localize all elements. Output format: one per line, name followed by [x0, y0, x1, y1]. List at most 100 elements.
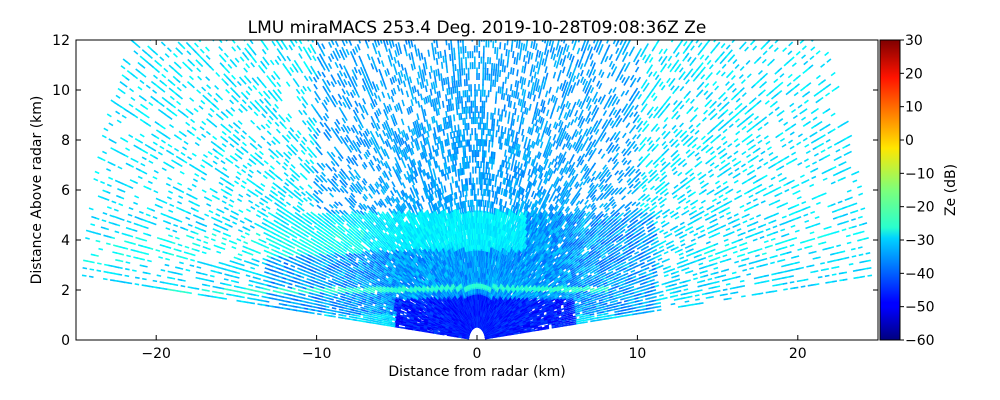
echo-gate	[734, 260, 740, 264]
echo-gate	[576, 72, 580, 80]
echo-gate	[693, 277, 698, 281]
echo-gate	[552, 134, 557, 141]
echo-gate	[710, 248, 716, 252]
echo-gate	[556, 305, 562, 309]
echo-gate	[738, 74, 744, 79]
echo-gate	[820, 63, 826, 68]
echo-gate	[778, 132, 784, 137]
echo-gate	[554, 296, 560, 300]
echo-gate	[640, 171, 646, 177]
echo-gate	[652, 95, 658, 102]
echo-gate	[737, 194, 743, 199]
echo-gate	[582, 204, 588, 211]
echo-gate	[672, 194, 678, 199]
echo-gate	[692, 114, 698, 120]
echo-gate	[780, 258, 786, 262]
echo-gate	[655, 126, 661, 133]
echo-gate	[814, 283, 820, 286]
echo-gate	[775, 199, 781, 203]
echo-gate	[547, 161, 552, 169]
echo-gate	[568, 84, 573, 92]
echo-gate	[722, 128, 728, 134]
echo-gate	[548, 301, 554, 305]
echo-gate	[630, 269, 636, 273]
echo-gate	[723, 109, 729, 114]
echo-gate	[585, 96, 591, 103]
echo-gate	[636, 171, 642, 177]
echo-gate	[752, 238, 758, 242]
echo-gate	[643, 178, 649, 184]
echo-gate	[618, 233, 624, 239]
echo-gate	[649, 185, 655, 191]
echo-gate	[827, 145, 833, 150]
echo-gate	[698, 62, 704, 68]
echo-gate	[585, 286, 591, 291]
echo-gate	[600, 71, 605, 78]
echo-gate	[621, 157, 627, 163]
echo-gate	[688, 135, 694, 141]
echo-gate	[834, 230, 840, 234]
echo-gate	[642, 136, 648, 143]
echo-gate	[617, 301, 622, 305]
echo-gate	[703, 109, 709, 115]
echo-gate	[685, 97, 691, 104]
echo-gate	[573, 173, 579, 180]
echo-gate	[586, 69, 590, 76]
echo-gate	[748, 164, 754, 169]
echo-gate	[621, 77, 626, 84]
radar-echo-layer	[81, 40, 873, 340]
echo-gate	[841, 228, 847, 232]
echo-gate	[598, 118, 603, 125]
echo-gate	[549, 183, 554, 191]
echo-gate	[653, 220, 659, 225]
echo-gate	[601, 271, 607, 276]
echo-gate	[700, 233, 706, 238]
echo-gate	[770, 58, 775, 64]
echo-gate	[733, 213, 739, 217]
echo-gate	[625, 165, 631, 172]
echo-gate	[579, 63, 584, 70]
echo-gate	[644, 194, 650, 199]
echo-gate	[860, 275, 866, 278]
echo-gate	[615, 212, 621, 217]
echo-gate	[772, 254, 778, 258]
echo-gate	[656, 309, 662, 312]
echo-gate	[830, 203, 836, 207]
echo-gate	[534, 162, 539, 169]
echo-gate	[627, 254, 633, 259]
echo-gate	[793, 286, 799, 289]
echo-gate	[536, 317, 542, 321]
echo-gate	[568, 53, 573, 61]
echo-gate	[538, 178, 543, 186]
echo-gate	[729, 82, 735, 88]
echo-gate	[757, 139, 763, 144]
echo-gate	[656, 77, 662, 84]
echo-gate	[684, 267, 690, 271]
echo-gate	[787, 73, 793, 79]
echo-gate	[670, 77, 676, 84]
echo-gate	[679, 85, 685, 92]
echo-gate	[750, 169, 756, 174]
echo-gate	[865, 252, 871, 255]
echo-gate	[648, 56, 654, 63]
echo-gate	[640, 229, 646, 234]
echo-gate	[695, 122, 701, 128]
echo-gate	[620, 203, 626, 209]
echo-gate	[697, 171, 702, 177]
echo-gate	[731, 87, 737, 93]
echo-gate	[727, 155, 733, 160]
echo-gate	[831, 273, 837, 276]
echo-gate	[739, 66, 745, 71]
echo-gate	[525, 300, 531, 305]
echo-gate	[826, 58, 832, 63]
echo-gate	[632, 77, 637, 84]
echo-gate	[772, 225, 778, 229]
echo-gate	[772, 100, 778, 106]
echo-gate	[699, 54, 705, 60]
echo-gate	[559, 82, 563, 90]
echo-gate	[712, 218, 718, 222]
echo-gate	[658, 290, 664, 294]
echo-gate	[572, 75, 577, 83]
echo-gate	[665, 102, 671, 109]
echo-gate	[629, 285, 635, 289]
